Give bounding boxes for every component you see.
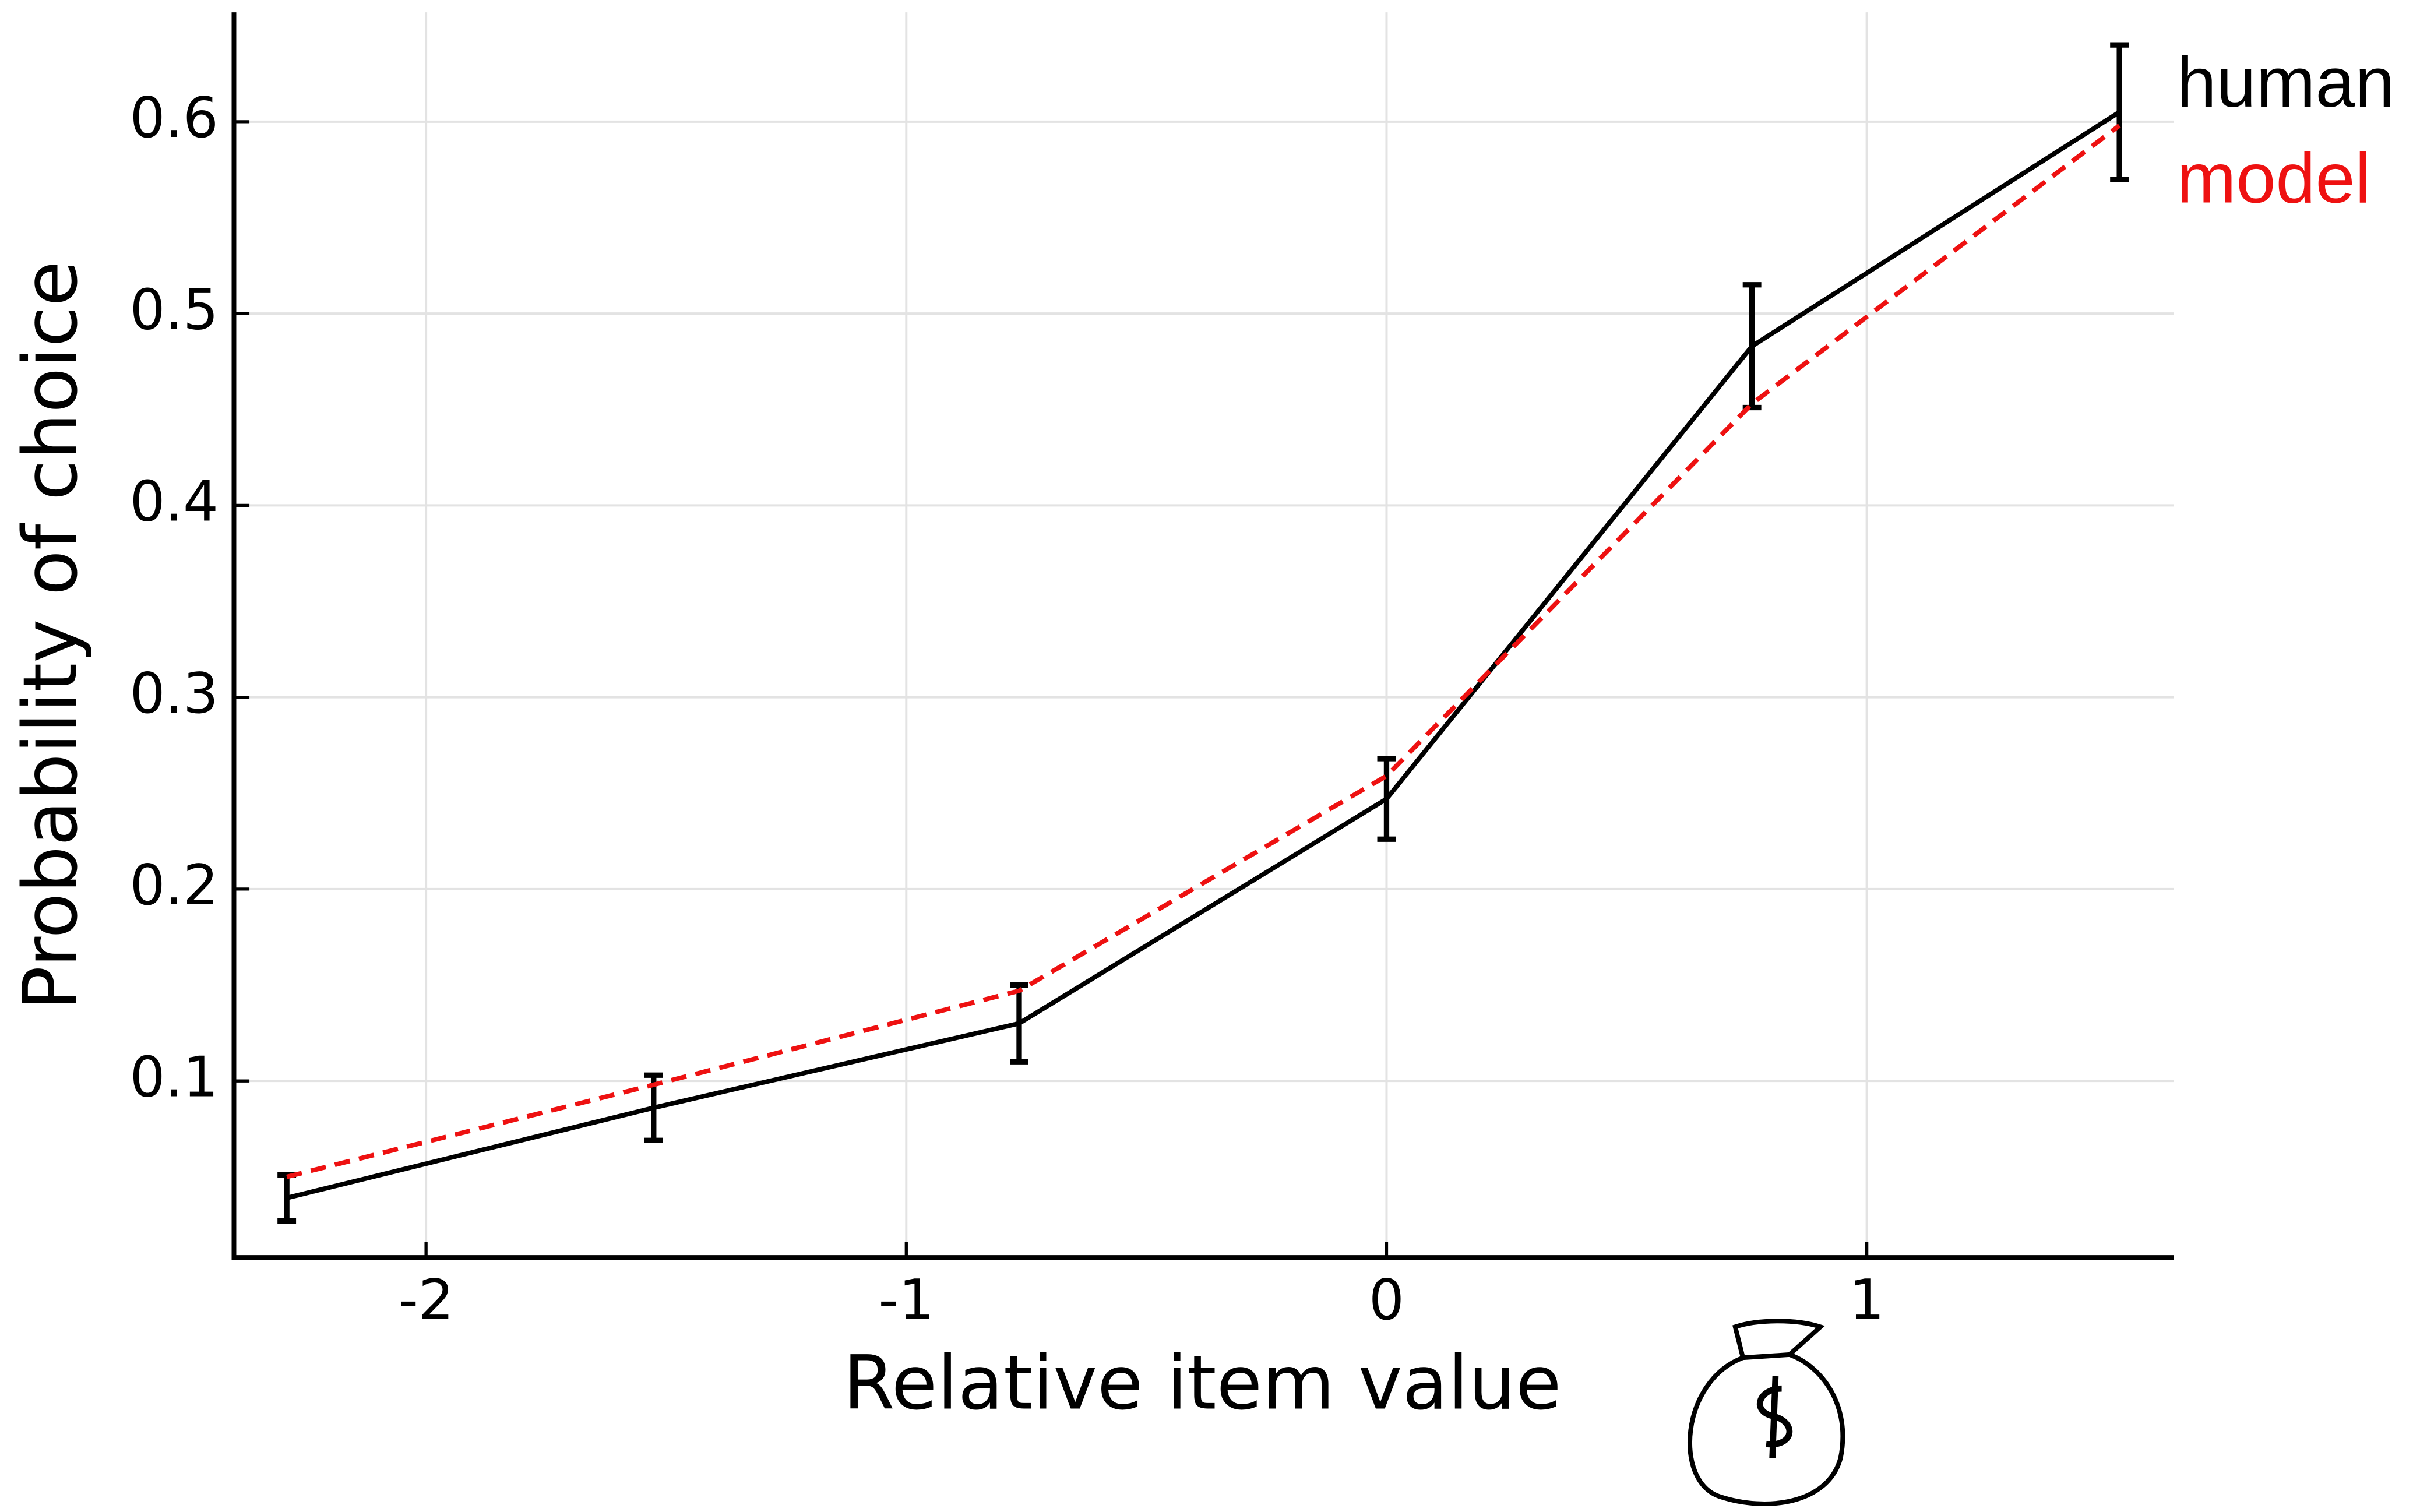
error-bar (2110, 42, 2129, 182)
error-bar (1742, 282, 1762, 411)
y-tick-label: 0.1 (130, 1045, 219, 1110)
y-tick-label: 0.3 (130, 661, 219, 726)
x-tick-label: 0 (1369, 1267, 1404, 1333)
y-tick-label: 0.2 (130, 852, 219, 918)
legend-entry: model (2177, 139, 2371, 218)
series-line (286, 110, 2121, 1200)
y-tick-label: 0.4 (130, 469, 219, 534)
y-axis-label: Probability of choice (8, 261, 94, 1011)
legend-entry: human (2177, 43, 2395, 122)
error-bar (1010, 982, 1028, 1065)
x-axis-label: Relative item value (843, 1341, 1562, 1427)
money-bag-icon (1688, 1319, 1845, 1506)
x-tick-label: -1 (879, 1267, 934, 1333)
plot-layer: -2 -1 0 1 0.1 0.2 0.3 0.4 0.5 0.6 (130, 12, 2174, 1333)
x-tick-label: -2 (398, 1267, 453, 1333)
x-tick-label: 1 (1849, 1267, 1884, 1333)
y-tick-label: 0.6 (130, 85, 219, 150)
axes (231, 12, 2174, 1260)
error-bar (1377, 756, 1396, 842)
series-line (286, 124, 2121, 1179)
y-tick-label: 0.5 (130, 277, 219, 343)
